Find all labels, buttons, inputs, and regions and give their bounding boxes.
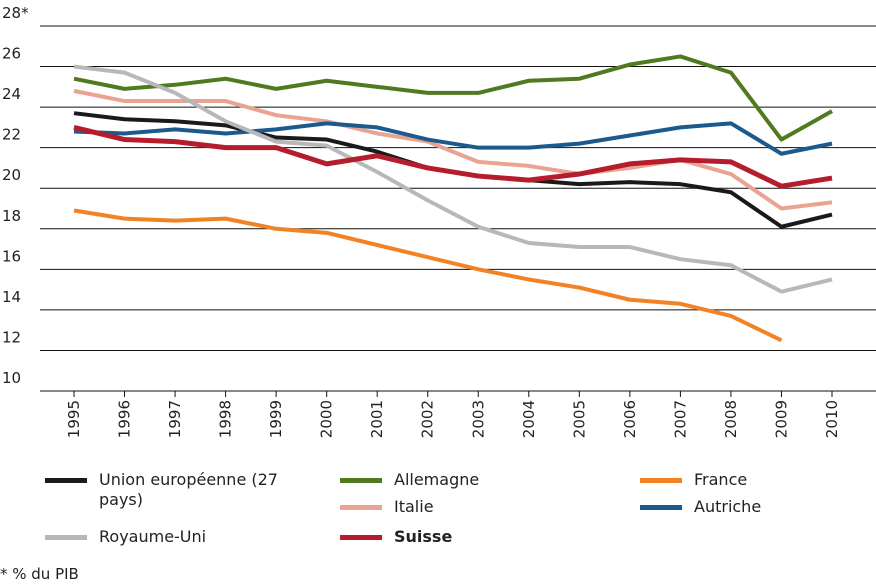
x-tick-label: 2010 <box>823 400 841 438</box>
x-tick-label: 2001 <box>368 400 386 438</box>
series-line <box>73 208 783 343</box>
series-line <box>73 64 833 294</box>
x-tick-label: 2008 <box>722 400 740 438</box>
legend-label: Royaume-Uni <box>99 527 207 546</box>
legend-swatch <box>640 505 682 510</box>
x-tick-label: 1996 <box>116 400 134 438</box>
footnote: * % du PIB <box>0 565 79 583</box>
y-tick-label: 28* <box>2 4 29 22</box>
x-tick-label: 2004 <box>520 400 538 438</box>
legend-item: Autriche <box>640 497 876 517</box>
x-tick-label: 2000 <box>318 400 336 438</box>
x-tick-label: 2006 <box>621 400 639 438</box>
legend-swatch <box>640 478 682 483</box>
x-tick-label: 1998 <box>217 400 235 438</box>
series-line <box>73 88 833 211</box>
y-tick-label: 12 <box>2 328 21 346</box>
legend-label: Autriche <box>694 497 762 516</box>
x-tick-label: 1999 <box>267 400 285 438</box>
legend-swatch <box>45 535 87 540</box>
legend-item: Royaume-Uni <box>45 527 289 547</box>
x-tick-label: 2003 <box>469 400 487 438</box>
legend-label: Suisse <box>394 527 453 546</box>
legend-item: Italie <box>340 497 584 517</box>
y-tick-label: 26 <box>2 45 21 63</box>
legend-item: France <box>640 470 876 490</box>
x-tick-label: 2002 <box>419 400 437 438</box>
x-tick-label: 2009 <box>772 400 790 438</box>
series-line <box>73 121 833 156</box>
series-line <box>73 124 833 189</box>
legend-item: Suisse <box>340 527 584 547</box>
legend-swatch <box>45 478 87 483</box>
y-tick-label: 18 <box>2 207 21 225</box>
legend-item: Allemagne <box>340 470 584 490</box>
y-tick-label: 22 <box>2 126 21 144</box>
legend-label: France <box>694 470 748 489</box>
legend-label: Italie <box>394 497 434 516</box>
legend-swatch <box>340 535 382 540</box>
x-tick-label: 1995 <box>65 400 83 438</box>
y-tick-label: 20 <box>2 166 21 184</box>
y-tick-label: 16 <box>2 247 21 265</box>
x-tick-label: 2005 <box>570 400 588 438</box>
y-tick-label: 10 <box>2 369 21 387</box>
legend-label: Allemagne <box>394 470 480 489</box>
legend-item: Union européenne (27 pays) <box>45 470 289 510</box>
legend-swatch <box>340 478 382 483</box>
y-tick-label: 14 <box>2 288 21 306</box>
chart: 10 12 14 16 18 20 22 24 26 28* 1995 1996 1997 1998 199… <box>2 4 876 438</box>
legend-swatch <box>340 505 382 510</box>
legend-label: Union européenne (27 pays) <box>99 470 278 509</box>
x-tick-label: 1997 <box>166 400 184 438</box>
y-tick-label: 24 <box>2 85 21 103</box>
series-line <box>73 54 833 142</box>
x-tick-label: 2007 <box>671 400 689 438</box>
